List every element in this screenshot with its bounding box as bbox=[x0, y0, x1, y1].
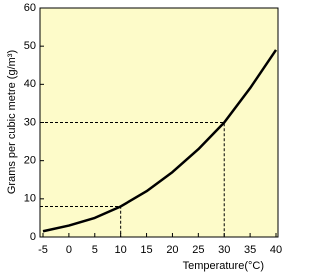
x-tick-label: 25 bbox=[192, 244, 204, 256]
x-tick-label: 35 bbox=[244, 244, 256, 256]
y-tick-label: 40 bbox=[24, 78, 36, 90]
guide-line bbox=[40, 122, 225, 237]
plot-background bbox=[39, 7, 279, 238]
y-axis-label: Grams per cubic metre (g/m³) bbox=[6, 50, 18, 194]
chart: Temperature(°C) Grams per cubic metre (g… bbox=[6, 2, 282, 272]
x-axis-label: Temperature(°C) bbox=[183, 260, 264, 272]
y-tick-label: 0 bbox=[30, 231, 36, 243]
y-tick-label: 10 bbox=[24, 193, 36, 205]
y-tick-label: 60 bbox=[24, 2, 36, 14]
y-tick-label: 20 bbox=[24, 155, 36, 167]
x-tick-label: 10 bbox=[115, 244, 127, 256]
y-tick-label: 50 bbox=[24, 40, 36, 52]
x-tick-label: 30 bbox=[218, 244, 230, 256]
x-tick-label: -5 bbox=[38, 244, 48, 256]
data-line bbox=[42, 49, 278, 233]
x-tick-label: 5 bbox=[92, 244, 98, 256]
x-tick-label: 40 bbox=[270, 244, 282, 256]
y-tick-label: 30 bbox=[24, 116, 36, 128]
x-tick-label: 20 bbox=[166, 244, 178, 256]
x-tick-label: 15 bbox=[140, 244, 152, 256]
x-tick-label: 0 bbox=[66, 244, 72, 256]
